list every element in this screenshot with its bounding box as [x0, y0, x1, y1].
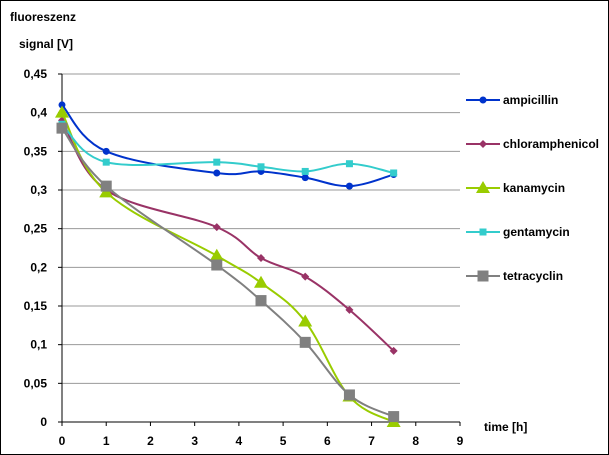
x-axis-label: time [h] — [484, 420, 527, 434]
series-group — [55, 101, 401, 427]
grid — [62, 73, 460, 384]
legend-marker — [479, 140, 487, 148]
data-point-gentamycin — [390, 169, 398, 177]
data-point-kanamycin — [209, 248, 224, 261]
data-point-ampicillin — [213, 169, 221, 177]
data-point-chloramphenicol — [212, 223, 221, 232]
legend-label: kanamycin — [503, 181, 565, 195]
data-point-gentamycin — [213, 158, 221, 166]
y-tick-label: 0,05 — [24, 376, 48, 390]
y-axis-label-line-2: signal [V] — [19, 37, 73, 51]
series-gentamycin — [58, 120, 398, 177]
data-point-chloramphenicol — [301, 272, 310, 281]
legend-item-ampicillin: ampicillin — [466, 93, 558, 107]
y-tick-label: 0,2 — [30, 260, 47, 274]
data-point-ampicillin — [345, 182, 353, 190]
legend-item-gentamycin: gentamycin — [466, 225, 570, 239]
legend-label: ampicillin — [503, 93, 558, 107]
data-point-chloramphenicol — [389, 346, 398, 355]
data-point-ampicillin — [102, 147, 110, 155]
y-tick-label: 0,35 — [24, 144, 48, 158]
data-point-tetracyclin — [343, 389, 355, 401]
legend: ampicillin chloramphenicol kanamycin gentam… — [466, 93, 599, 283]
data-point-ampicillin — [301, 174, 309, 182]
data-point-gentamycin — [257, 163, 265, 171]
data-point-gentamycin — [102, 158, 110, 166]
series-tetracyclin — [56, 122, 400, 423]
data-point-gentamycin — [301, 167, 309, 175]
y-tick-labels: 0 0,05 0,1 0,15 0,2 0,25 0,3 0,35 0,4 0,45 — [24, 67, 48, 429]
y-tick-label: 0,15 — [24, 299, 48, 313]
legend-item-kanamycin: kanamycin — [466, 181, 565, 195]
x-tick-label: 9 — [457, 434, 464, 448]
x-tick-labels: 0 1 2 3 4 5 6 7 8 9 — [59, 434, 464, 448]
x-tick-label: 8 — [412, 434, 419, 448]
legend-label: chloramphenicol — [503, 137, 599, 151]
y-axis-label-line-1: fluoreszenz — [10, 10, 76, 24]
x-tick-label: 1 — [103, 434, 110, 448]
x-tick-label: 7 — [368, 434, 375, 448]
x-tick-label: 2 — [147, 434, 154, 448]
legend-marker — [479, 228, 487, 236]
y-tick-label: 0 — [40, 415, 47, 429]
legend-item-tetracyclin: tetracyclin — [466, 269, 563, 283]
data-point-kanamycin — [254, 275, 268, 288]
data-point-tetracyclin — [56, 122, 68, 134]
x-tick-label: 6 — [324, 434, 331, 448]
legend-label: tetracyclin — [503, 269, 563, 283]
y-tick-label: 0,25 — [24, 222, 48, 236]
y-tick-label: 0,4 — [30, 106, 47, 120]
x-tick-label: 5 — [280, 434, 287, 448]
data-point-gentamycin — [345, 160, 353, 168]
y-tick-label: 0,45 — [24, 67, 48, 81]
legend-marker — [476, 181, 490, 193]
data-point-tetracyclin — [211, 259, 223, 271]
data-point-tetracyclin — [299, 336, 311, 348]
x-tick-label: 4 — [236, 434, 243, 448]
legend-marker — [479, 96, 487, 104]
legend-marker — [477, 270, 489, 282]
data-point-kanamycin — [55, 105, 69, 118]
data-point-ampicillin — [58, 101, 66, 109]
legend-label: gentamycin — [503, 225, 570, 239]
data-point-tetracyclin — [255, 295, 267, 307]
legend-item-chloramphenicol: chloramphenicol — [466, 137, 599, 151]
data-point-tetracyclin — [388, 411, 400, 423]
data-point-chloramphenicol — [345, 305, 354, 314]
data-point-kanamycin — [298, 314, 313, 327]
x-tick-label: 3 — [191, 434, 198, 448]
y-tick-label: 0,3 — [30, 183, 47, 197]
x-tick-label: 0 — [59, 434, 66, 448]
data-point-tetracyclin — [100, 180, 112, 192]
y-tick-label: 0,1 — [30, 338, 47, 352]
data-point-chloramphenicol — [257, 254, 265, 263]
